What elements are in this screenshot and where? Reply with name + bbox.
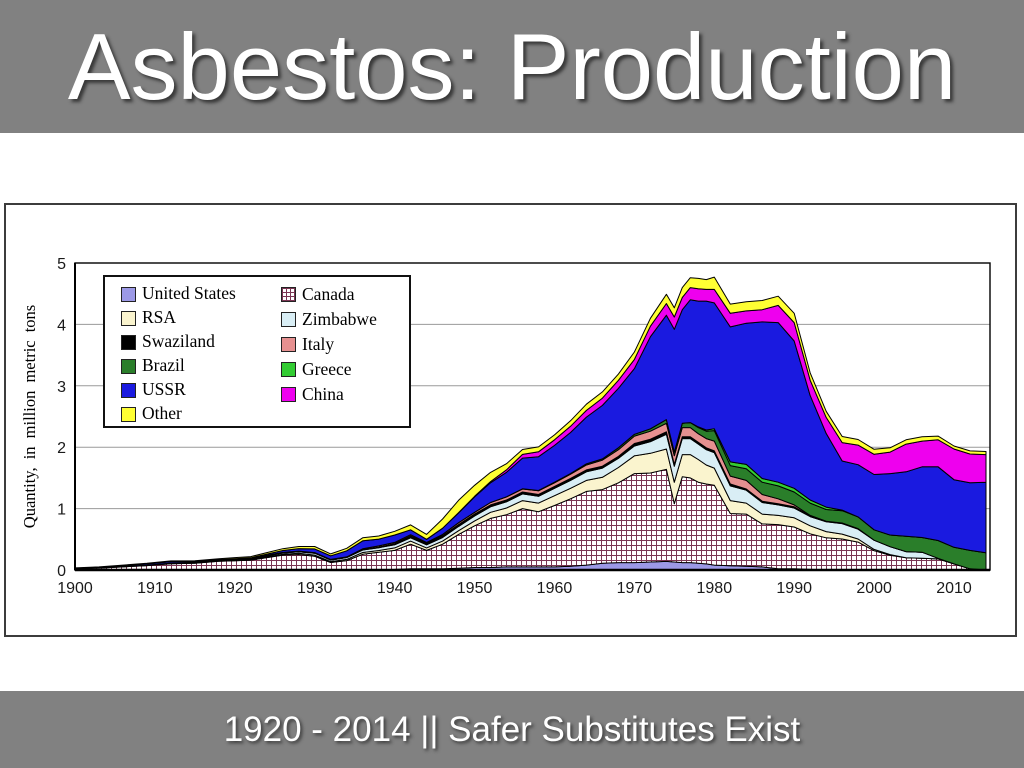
legend-swatch-china bbox=[281, 387, 296, 402]
legend-swatch-greece bbox=[281, 362, 296, 377]
legend-item-china: China bbox=[281, 382, 377, 407]
y-tick-label: 4 bbox=[57, 317, 66, 334]
legend-label-us: United States bbox=[142, 283, 236, 304]
legend-item-other: Other bbox=[121, 402, 281, 426]
legend-swatch-canada bbox=[281, 287, 296, 302]
legend-item-zimbabwe: Zimbabwe bbox=[281, 307, 377, 332]
legend-label-rsa: RSA bbox=[142, 307, 177, 328]
y-tick-label: 3 bbox=[57, 379, 66, 396]
legend-label-zimbabwe: Zimbabwe bbox=[302, 308, 377, 329]
legend-label-swaziland: Swaziland bbox=[142, 331, 215, 352]
legend-swatch-swaziland bbox=[121, 334, 136, 350]
x-tick-label: 1960 bbox=[537, 580, 573, 597]
legend-label-brazil: Brazil bbox=[142, 355, 185, 376]
x-tick-label: 1990 bbox=[776, 580, 812, 597]
legend-column-1: United States RSA Swaziland Brazil USSR Other bbox=[121, 282, 281, 426]
y-tick-label: 2 bbox=[57, 440, 66, 457]
legend-column-2: Canada Zimbabwe Italy Greece China bbox=[281, 282, 377, 426]
legend-item-italy: Italy bbox=[281, 332, 377, 357]
x-tick-label: 2000 bbox=[856, 580, 892, 597]
legend-swatch-us bbox=[121, 286, 136, 302]
legend-label-other: Other bbox=[142, 403, 182, 424]
legend-item-ussr: USSR bbox=[121, 378, 281, 402]
legend-item-brazil: Brazil bbox=[121, 354, 281, 378]
legend-item-swaziland: Swaziland bbox=[121, 330, 281, 354]
chart-legend: United States RSA Swaziland Brazil USSR Other… bbox=[103, 275, 411, 428]
legend-swatch-italy bbox=[281, 337, 296, 352]
legend-label-china: China bbox=[302, 383, 344, 404]
legend-label-italy: Italy bbox=[302, 333, 335, 354]
legend-swatch-rsa bbox=[121, 310, 136, 326]
slide-title-bar: Asbestos: Production bbox=[0, 0, 1024, 133]
y-axis-title: Quantity, in million metric tons bbox=[20, 305, 39, 528]
footer-text: 1920 - 2014 || Safer Substitutes Exist bbox=[223, 710, 801, 749]
legend-swatch-ussr bbox=[121, 382, 136, 398]
x-tick-label: 1950 bbox=[457, 580, 493, 597]
legend-label-canada: Canada bbox=[302, 283, 355, 304]
legend-swatch-other bbox=[121, 406, 136, 422]
legend-label-ussr: USSR bbox=[142, 379, 186, 400]
y-tick-label: 1 bbox=[57, 502, 66, 519]
x-tick-label: 1930 bbox=[297, 580, 333, 597]
legend-swatch-brazil bbox=[121, 358, 136, 374]
page-title: Asbestos: Production bbox=[67, 13, 957, 119]
legend-label-greece: Greece bbox=[302, 358, 352, 379]
legend-swatch-zimbabwe bbox=[281, 312, 296, 327]
x-tick-label: 1910 bbox=[137, 580, 173, 597]
legend-item-greece: Greece bbox=[281, 357, 377, 382]
area-other bbox=[74, 276, 987, 569]
x-tick-label: 1940 bbox=[377, 580, 413, 597]
x-tick-label: 1900 bbox=[57, 580, 93, 597]
x-tick-label: 1970 bbox=[617, 580, 653, 597]
x-tick-label: 2010 bbox=[936, 580, 972, 597]
x-tick-label: 1920 bbox=[217, 580, 253, 597]
y-tick-label: 5 bbox=[57, 256, 66, 273]
x-tick-label: 1980 bbox=[697, 580, 733, 597]
legend-item-canada: Canada bbox=[281, 282, 377, 307]
chart-panel: 0 1 2 3 4 5 1900 1910 1920 1930 1940 1950 1960 1970 19… bbox=[4, 203, 1017, 637]
legend-item-us: United States bbox=[121, 282, 281, 306]
slide-footer-bar: 1920 - 2014 || Safer Substitutes Exist bbox=[0, 691, 1024, 768]
y-tick-label: 0 bbox=[57, 563, 66, 580]
legend-item-rsa: RSA bbox=[121, 306, 281, 330]
stacked-area-chart: 0 1 2 3 4 5 1900 1910 1920 1930 1940 1950 1960 1970 19… bbox=[20, 256, 991, 597]
